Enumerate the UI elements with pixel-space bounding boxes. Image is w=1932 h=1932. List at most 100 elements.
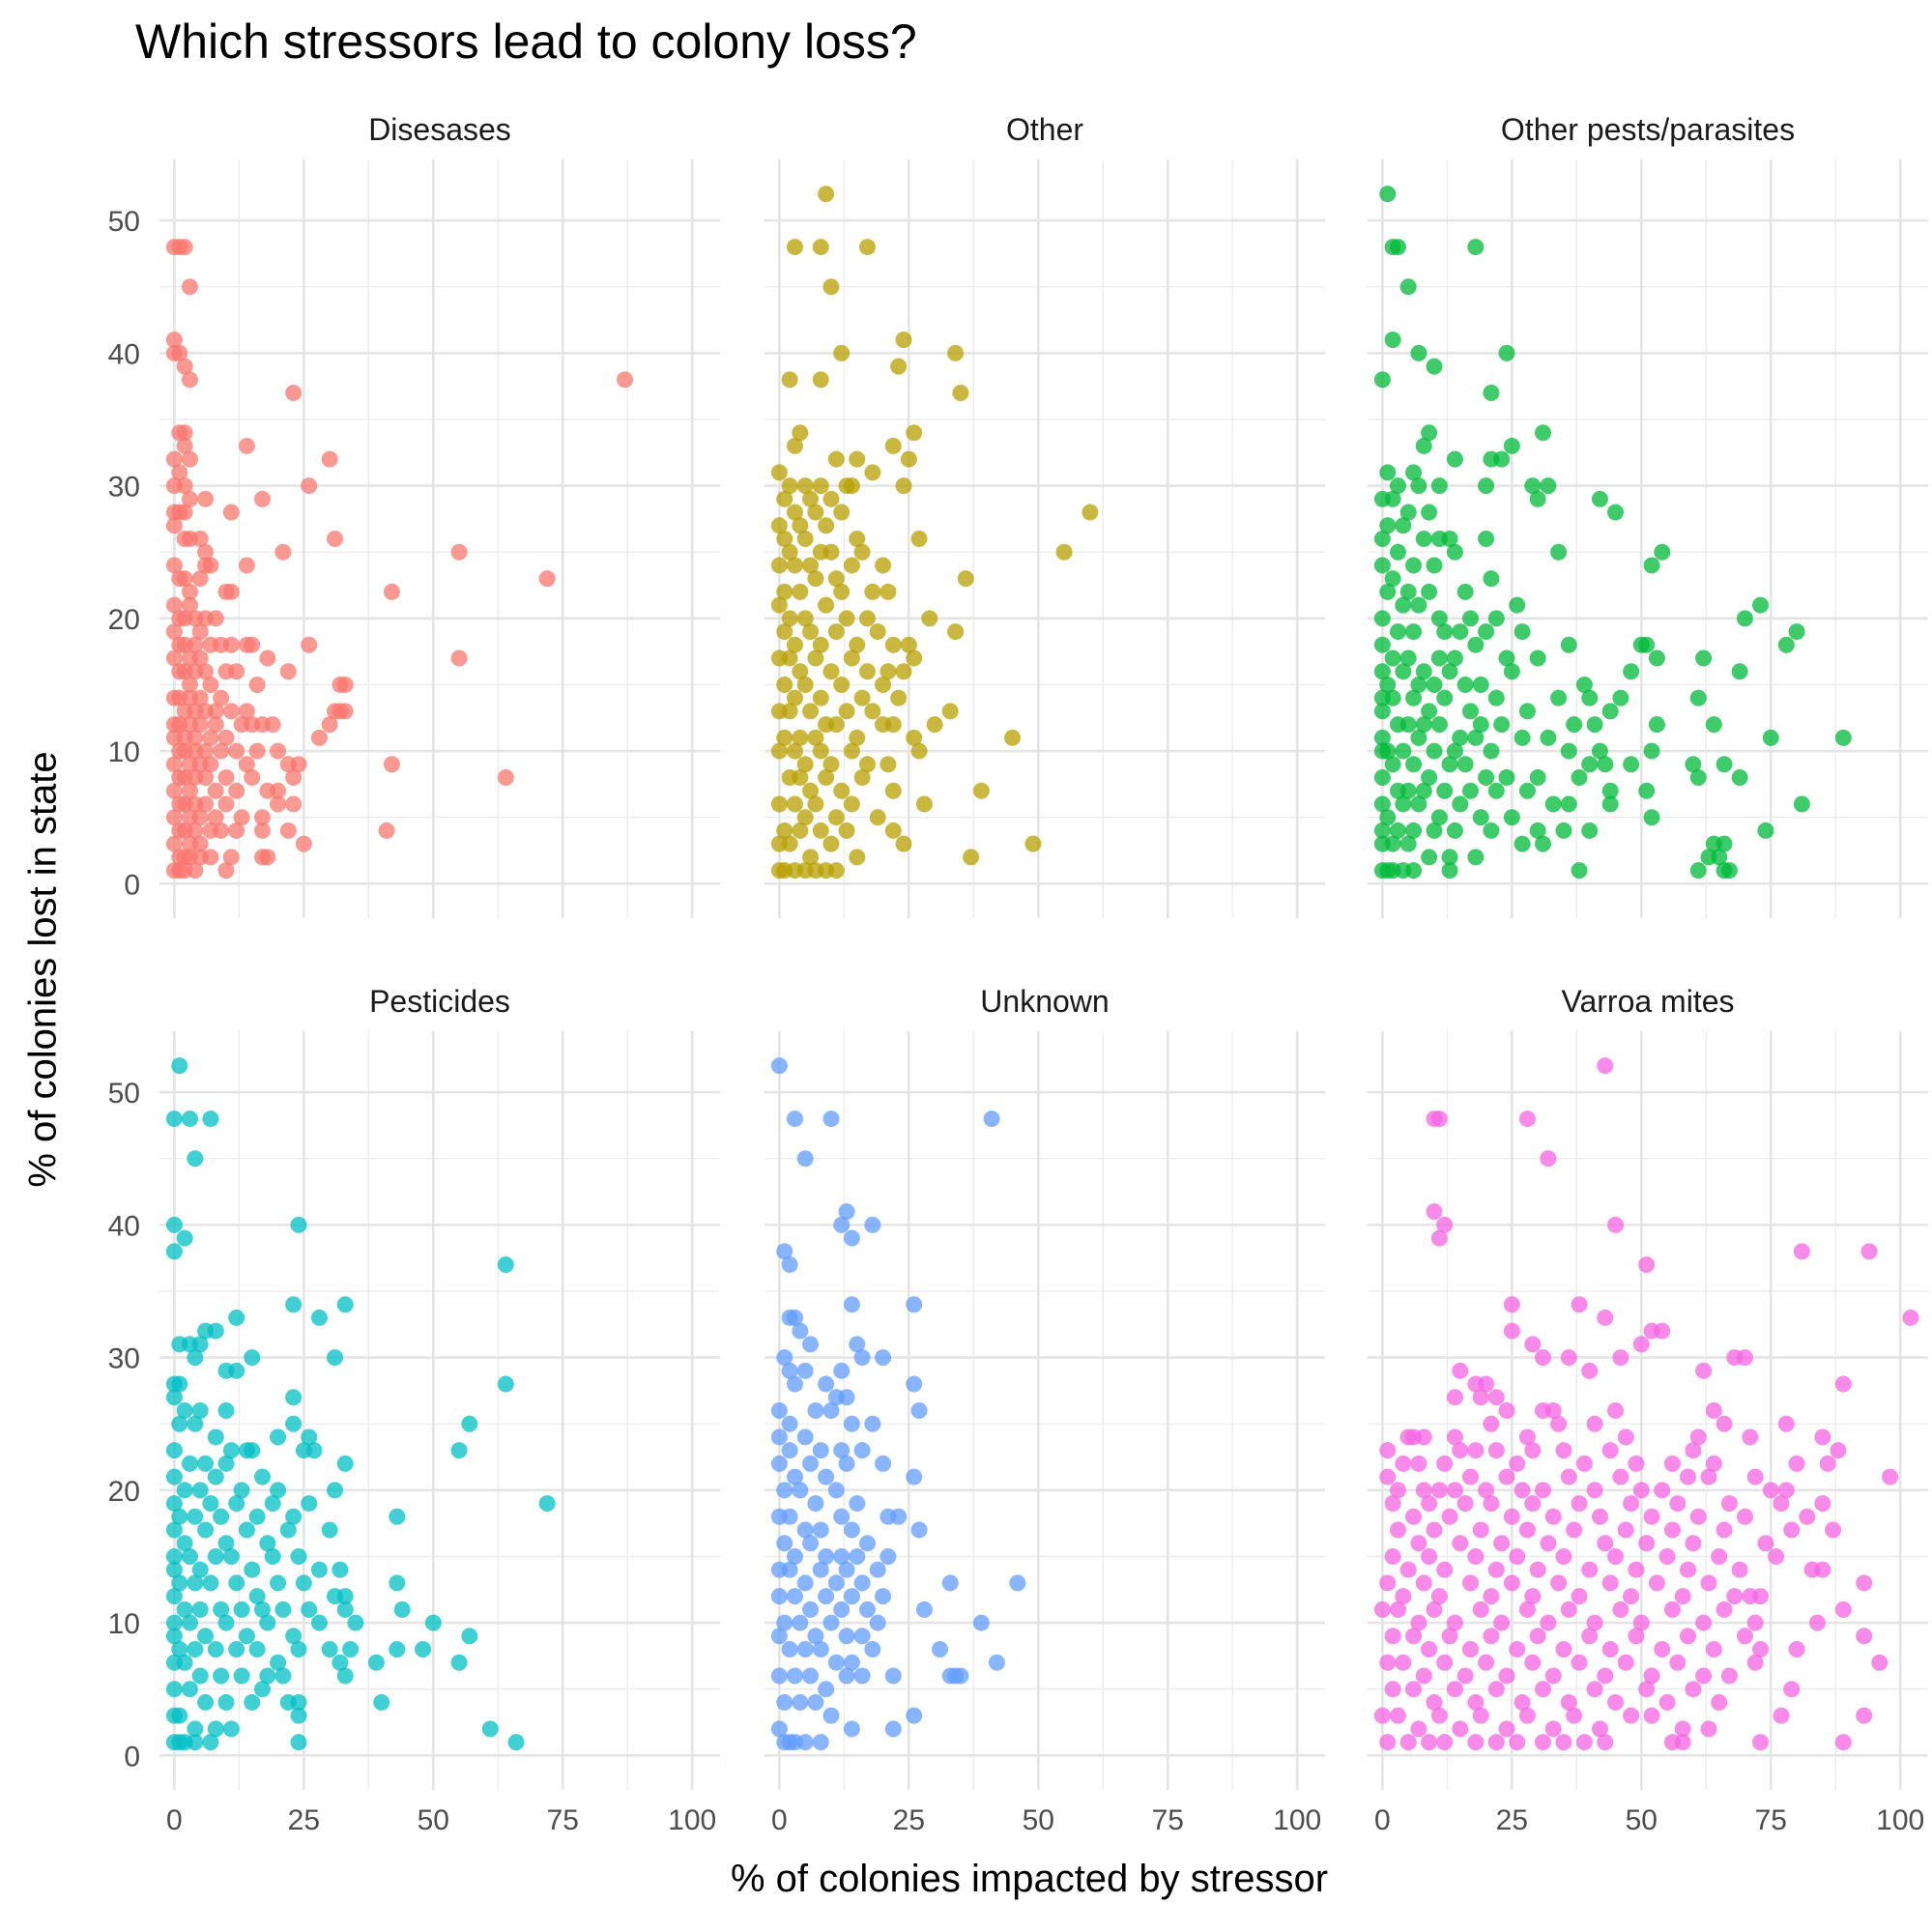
data-point bbox=[802, 1455, 820, 1472]
data-point bbox=[849, 1495, 866, 1513]
data-point bbox=[884, 1720, 902, 1738]
data-point bbox=[776, 623, 793, 641]
data-point bbox=[1483, 1415, 1500, 1432]
data-point bbox=[770, 1455, 788, 1472]
data-point bbox=[1601, 1574, 1619, 1592]
data-point bbox=[1612, 1468, 1629, 1485]
data-point bbox=[812, 477, 829, 495]
data-point bbox=[1410, 795, 1427, 813]
data-point bbox=[191, 1482, 209, 1499]
data-point bbox=[1575, 676, 1593, 693]
data-point bbox=[853, 1442, 871, 1459]
data-point bbox=[1628, 1455, 1645, 1472]
data-point bbox=[1601, 1641, 1619, 1658]
data-point bbox=[1472, 809, 1489, 826]
data-point bbox=[1607, 1216, 1625, 1233]
data-point bbox=[332, 1654, 349, 1671]
data-point bbox=[165, 332, 183, 349]
data-point bbox=[1384, 1628, 1401, 1645]
data-point bbox=[858, 239, 876, 256]
data-point bbox=[822, 1402, 840, 1419]
data-point bbox=[895, 663, 912, 680]
data-point bbox=[1757, 1535, 1774, 1552]
data-point bbox=[843, 649, 860, 667]
data-point bbox=[207, 1547, 224, 1565]
data-point bbox=[1648, 716, 1665, 734]
x-tick-label: 0 bbox=[1374, 1804, 1391, 1836]
data-point bbox=[165, 517, 183, 534]
data-point bbox=[389, 1508, 406, 1525]
data-point bbox=[827, 450, 845, 468]
data-point bbox=[1389, 239, 1406, 256]
data-point bbox=[1467, 1693, 1485, 1711]
data-point bbox=[1483, 385, 1500, 402]
data-point bbox=[176, 1229, 193, 1247]
data-point bbox=[827, 1654, 845, 1671]
data-point bbox=[1456, 676, 1474, 693]
data-point bbox=[274, 1600, 292, 1618]
data-point bbox=[171, 1508, 188, 1525]
data-point bbox=[1586, 1415, 1603, 1432]
data-point bbox=[1498, 769, 1515, 787]
data-point bbox=[1720, 862, 1738, 879]
data-point bbox=[1540, 477, 1557, 495]
data-point bbox=[1503, 1322, 1520, 1340]
data-point bbox=[176, 437, 193, 454]
data-point bbox=[228, 663, 245, 680]
data-point bbox=[181, 1614, 198, 1631]
data-point bbox=[238, 437, 255, 454]
data-point bbox=[1607, 504, 1625, 521]
data-point bbox=[906, 729, 923, 746]
data-point bbox=[1617, 1428, 1634, 1446]
data-point bbox=[279, 663, 297, 680]
data-point bbox=[176, 1654, 193, 1671]
data-point bbox=[217, 1402, 235, 1419]
data-point bbox=[1586, 1482, 1603, 1499]
data-point bbox=[770, 1057, 788, 1075]
data-point bbox=[1487, 1442, 1505, 1459]
data-point bbox=[1395, 1455, 1412, 1472]
data-point bbox=[191, 570, 209, 588]
data-point bbox=[1550, 1415, 1568, 1432]
data-point bbox=[1534, 1482, 1551, 1499]
data-point bbox=[1399, 504, 1417, 521]
data-point bbox=[864, 1216, 881, 1233]
data-point bbox=[1560, 1349, 1577, 1367]
data-point bbox=[770, 596, 788, 614]
data-point bbox=[827, 1482, 845, 1499]
data-point bbox=[1436, 1455, 1454, 1472]
data-point bbox=[1689, 862, 1707, 879]
data-point bbox=[228, 742, 245, 760]
x-tick-label: 75 bbox=[547, 1804, 579, 1836]
data-point bbox=[1405, 1628, 1423, 1645]
data-point bbox=[191, 1402, 209, 1419]
data-point bbox=[270, 1574, 287, 1592]
data-point bbox=[295, 835, 312, 852]
data-point bbox=[1597, 1734, 1614, 1751]
data-point bbox=[1395, 795, 1412, 813]
data-point bbox=[781, 703, 798, 720]
data-point bbox=[176, 570, 193, 588]
facet-panel: Other bbox=[764, 112, 1325, 918]
data-point bbox=[843, 1296, 860, 1313]
data-point bbox=[988, 1654, 1005, 1671]
data-point bbox=[1379, 1468, 1397, 1485]
data-point bbox=[822, 1614, 840, 1631]
data-point bbox=[1663, 1600, 1681, 1618]
data-point bbox=[197, 663, 215, 680]
data-point bbox=[1581, 822, 1599, 839]
y-tick-label: 50 bbox=[108, 206, 140, 238]
data-point bbox=[1405, 822, 1423, 839]
data-point bbox=[191, 649, 209, 667]
data-point bbox=[1441, 531, 1458, 547]
data-point bbox=[1509, 596, 1526, 614]
data-point bbox=[213, 1667, 230, 1685]
data-point bbox=[807, 570, 824, 588]
data-point bbox=[248, 742, 266, 760]
data-point bbox=[1426, 557, 1443, 574]
data-point bbox=[1430, 716, 1448, 734]
data-point bbox=[884, 1667, 902, 1685]
data-point bbox=[1680, 1628, 1697, 1645]
data-point bbox=[191, 1600, 209, 1618]
data-point bbox=[1410, 729, 1427, 746]
